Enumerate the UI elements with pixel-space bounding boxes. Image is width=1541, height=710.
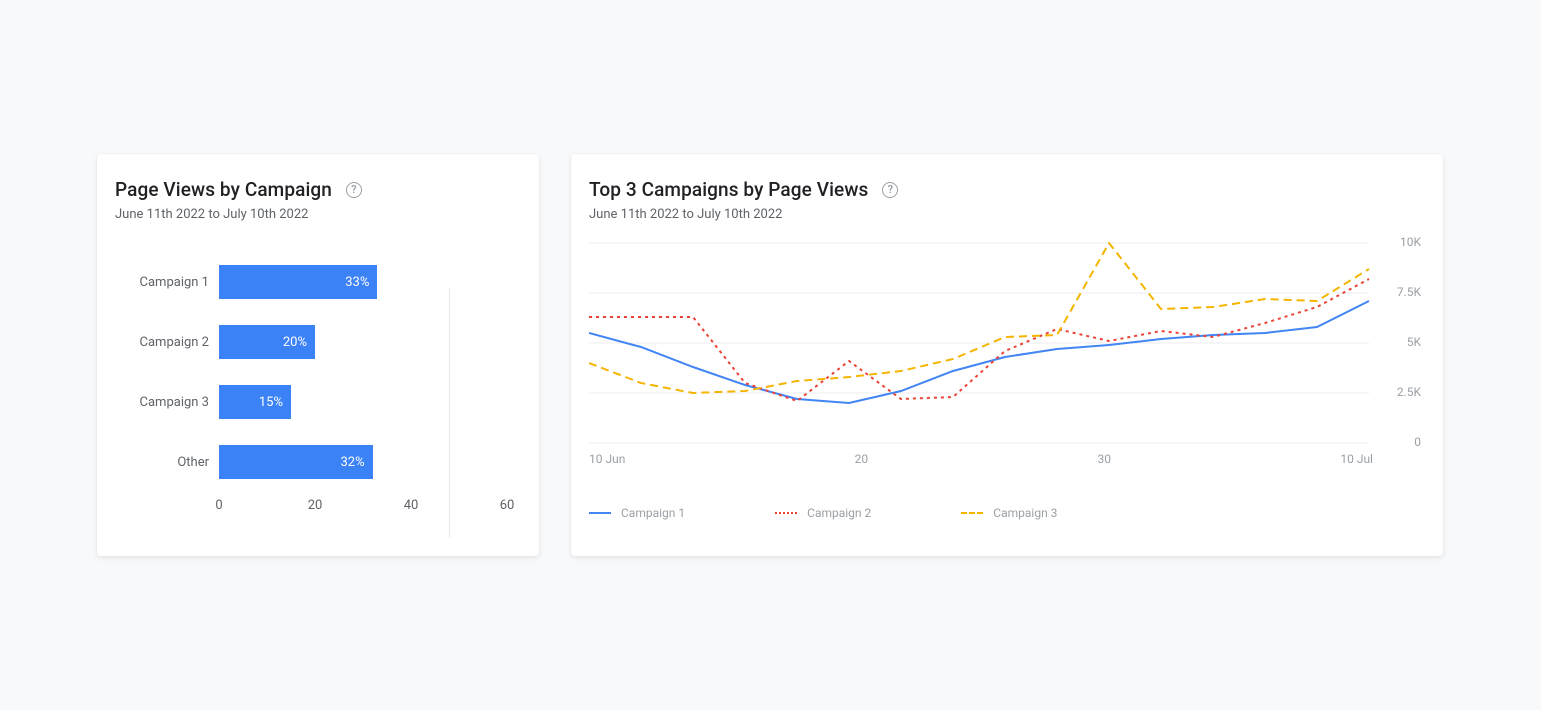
legend-item: Campaign 3 xyxy=(961,506,1057,520)
legend-item: Campaign 1 xyxy=(589,506,685,520)
top-3-campaigns-card: Top 3 Campaigns by Page Views ? June 11t… xyxy=(571,154,1443,556)
x-tick-label: 30 xyxy=(1098,452,1112,466)
bar-plot: 20% xyxy=(219,312,517,372)
card-title: Top 3 Campaigns by Page Views xyxy=(589,178,868,201)
card-title: Page Views by Campaign xyxy=(115,178,332,201)
x-tick-label: 20 xyxy=(305,498,325,513)
series-line xyxy=(589,301,1369,403)
card-title-row: Page Views by Campaign ? xyxy=(115,178,362,201)
bar-row-label: Campaign 2 xyxy=(115,335,219,350)
x-tick-label: 10 Jul xyxy=(1340,452,1373,466)
card-title-row: Top 3 Campaigns by Page Views ? xyxy=(589,178,898,201)
bar-row: Other32% xyxy=(115,432,517,492)
card-subtitle: June 11th 2022 to July 10th 2022 xyxy=(115,207,517,222)
x-tick-label: 10 Jun xyxy=(589,452,625,466)
bar-plot: 33% xyxy=(219,252,517,312)
series-line xyxy=(589,279,1369,401)
bar-plot: 15% xyxy=(219,372,517,432)
x-axis-labels: 10 Jun 20 30 10 Jul xyxy=(589,452,1421,466)
x-tick-label: 40 xyxy=(401,498,421,513)
legend-item: Campaign 2 xyxy=(775,506,871,520)
bar-chart: Campaign 133%Campaign 220%Campaign 315%O… xyxy=(115,252,517,492)
bar-x-axis: 0204060 xyxy=(219,498,517,516)
line-chart: 10K7.5K5K2.5K0 10 Jun 20 30 10 Jul Campaign… xyxy=(589,242,1421,520)
card-subtitle: June 11th 2022 to July 10th 2022 xyxy=(589,207,1421,222)
bar-rect: 20% xyxy=(219,325,315,359)
x-tick-label: 20 xyxy=(855,452,869,466)
x-tick-label: 60 xyxy=(497,498,517,513)
legend-label: Campaign 1 xyxy=(621,506,685,520)
bar-row-label: Campaign 1 xyxy=(115,275,219,290)
x-tick-label: 0 xyxy=(209,498,229,513)
bar-row: Campaign 315% xyxy=(115,372,517,432)
legend: Campaign 1 Campaign 2 Campaign 3 xyxy=(589,506,1421,520)
legend-swatch xyxy=(775,512,797,514)
bar-rect: 15% xyxy=(219,385,291,419)
bar-plot: 32% xyxy=(219,432,517,492)
bar-row-label: Campaign 3 xyxy=(115,395,219,410)
legend-swatch xyxy=(589,512,611,514)
help-icon[interactable]: ? xyxy=(346,182,362,198)
legend-label: Campaign 3 xyxy=(993,506,1057,520)
bar-gridline xyxy=(449,288,450,538)
bar-row: Campaign 220% xyxy=(115,312,517,372)
bar-row: Campaign 133% xyxy=(115,252,517,312)
bar-rect: 33% xyxy=(219,265,377,299)
bar-row-label: Other xyxy=(115,455,219,470)
legend-label: Campaign 2 xyxy=(807,506,871,520)
page-views-by-campaign-card: Page Views by Campaign ? June 11th 2022 … xyxy=(97,154,539,556)
help-icon[interactable]: ? xyxy=(882,182,898,198)
legend-swatch xyxy=(961,512,983,514)
line-svg xyxy=(589,242,1419,444)
bar-rect: 32% xyxy=(219,445,373,479)
line-plot: 10K7.5K5K2.5K0 xyxy=(589,242,1421,442)
